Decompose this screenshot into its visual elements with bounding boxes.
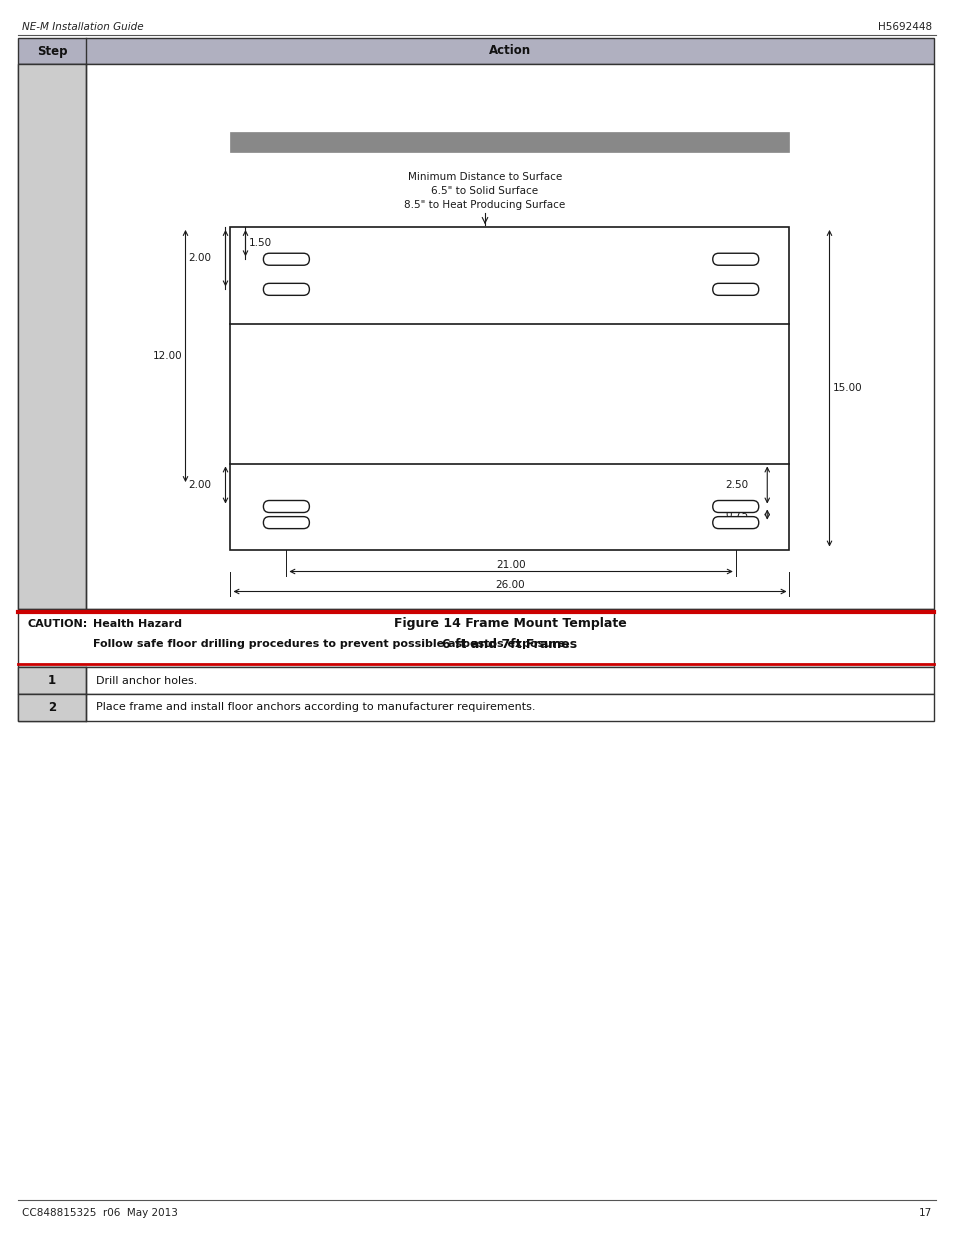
Bar <box>231 132 789 152</box>
Text: Follow safe floor drilling procedures to prevent possible asbestos exposure.: Follow safe floor drilling procedures to… <box>92 638 569 650</box>
FancyBboxPatch shape <box>712 253 758 266</box>
FancyBboxPatch shape <box>263 283 309 295</box>
Text: H5692448: H5692448 <box>877 22 931 32</box>
Text: Action: Action <box>489 44 531 58</box>
Text: 6 ft and 7ft Frames: 6 ft and 7ft Frames <box>442 637 577 651</box>
Text: 26.00: 26.00 <box>495 579 524 589</box>
Text: 8.5" to Heat Producing Surface: 8.5" to Heat Producing Surface <box>404 200 565 210</box>
Text: Minimum Distance to Surface: Minimum Distance to Surface <box>408 172 561 182</box>
Text: Health Hazard: Health Hazard <box>92 619 182 629</box>
Text: 2.00: 2.00 <box>188 253 211 263</box>
Text: 6.5" to Solid Surface: 6.5" to Solid Surface <box>431 186 538 196</box>
Text: 17: 17 <box>918 1208 931 1218</box>
Bar <box>18 609 933 667</box>
FancyBboxPatch shape <box>712 283 758 295</box>
Text: CAUTION:: CAUTION: <box>28 619 89 629</box>
FancyBboxPatch shape <box>263 253 309 266</box>
Text: 0.75: 0.75 <box>725 510 748 520</box>
FancyBboxPatch shape <box>712 516 758 529</box>
Text: Place frame and install floor anchors according to manufacturer requirements.: Place frame and install floor anchors ac… <box>96 703 535 713</box>
Bar <box>231 227 789 550</box>
Bar <box>18 694 86 721</box>
FancyBboxPatch shape <box>712 500 758 513</box>
Text: Step: Step <box>37 44 67 58</box>
Text: 15.00: 15.00 <box>832 383 862 393</box>
Text: 2: 2 <box>48 701 56 714</box>
Bar <box>18 64 86 609</box>
Text: CC848815325  r06  May 2013: CC848815325 r06 May 2013 <box>22 1208 177 1218</box>
Bar <box>18 667 86 694</box>
Text: Drill anchor holes.: Drill anchor holes. <box>96 676 197 685</box>
Bar <box>18 38 933 64</box>
Bar <box>18 64 933 609</box>
Text: 21.00: 21.00 <box>496 559 525 569</box>
Text: 1.50: 1.50 <box>248 238 272 248</box>
Text: 2.50: 2.50 <box>725 480 748 490</box>
Text: 2.00: 2.00 <box>188 480 211 490</box>
FancyBboxPatch shape <box>263 516 309 529</box>
Bar <box>18 667 933 694</box>
FancyBboxPatch shape <box>263 500 309 513</box>
Text: Figure 14 Frame Mount Template: Figure 14 Frame Mount Template <box>394 618 626 631</box>
Text: 12.00: 12.00 <box>152 351 182 361</box>
Text: NE-M Installation Guide: NE-M Installation Guide <box>22 22 144 32</box>
Bar <box>18 694 933 721</box>
Text: 1: 1 <box>48 674 56 687</box>
